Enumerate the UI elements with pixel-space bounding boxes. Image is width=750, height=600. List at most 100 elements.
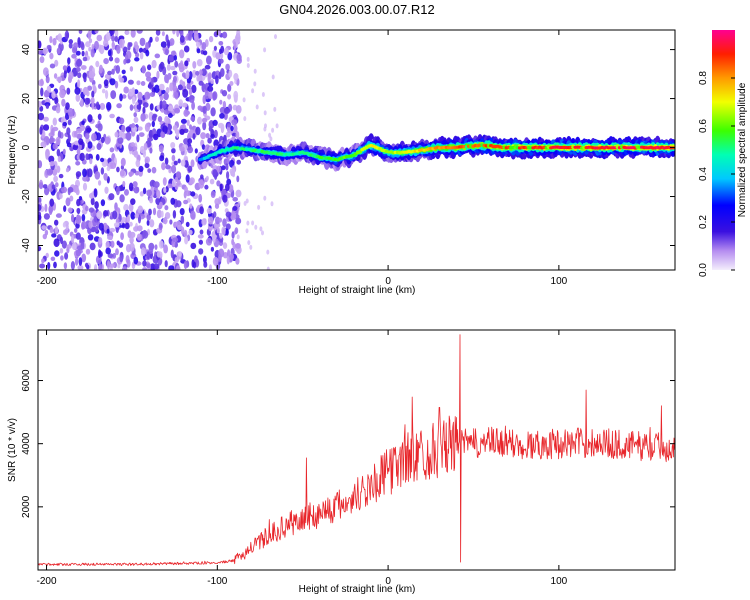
spectrogram-noise-blob — [168, 265, 175, 270]
spectrogram-noise-blob — [111, 68, 115, 75]
spectrogram-noise-blob — [79, 98, 84, 108]
colorbar: 0.0 0.2 0.4 0.6 0.8 Normalized spectral ampl… — [698, 30, 748, 277]
spectrogram-noise-blob — [121, 94, 127, 99]
spectrogram-noise-blob — [167, 105, 174, 112]
spectrogram-noise-blob — [201, 42, 207, 51]
spectrogram-noise-blob — [147, 168, 152, 174]
spectrogram-noise-blob — [166, 76, 169, 84]
spectrogram-noise-blob — [149, 92, 156, 97]
spectrogram-noise-blob — [115, 65, 121, 74]
spectrogram-noise-blob — [108, 193, 115, 201]
spectrogram-x-ticks: -200 -100 0 100 — [37, 30, 568, 287]
spectrogram-noise-blob — [62, 121, 68, 127]
spectrogram-noise-blob — [49, 135, 54, 143]
spectrogram-noise-blob — [67, 207, 73, 213]
spectrogram-noise-blob — [87, 227, 92, 235]
spectrogram-noise-blob — [151, 59, 157, 69]
spectrogram-noise-blob — [194, 148, 198, 154]
spectrogram-noise-blob — [237, 201, 241, 206]
spectrogram-noise-blob — [88, 38, 93, 44]
spectrogram-noise-blob — [164, 157, 169, 165]
spectrogram-noise-blob — [56, 165, 61, 173]
spectrogram-noise-blob — [74, 140, 80, 146]
spectrogram-noise-blob — [146, 219, 150, 226]
spectrogram-noise-blob — [179, 128, 185, 135]
spectrogram-noise-blob — [251, 88, 255, 94]
spectrogram-noise-blob — [136, 80, 141, 86]
spectrogram-noise-blob — [235, 131, 240, 139]
spectrogram-noise-blob — [135, 159, 141, 168]
spectrogram-noise-blob — [210, 107, 216, 117]
spectrogram-noise-blob — [38, 160, 43, 169]
spectrogram-noise-blob — [85, 205, 89, 212]
spectrogram-noise-blob — [81, 213, 86, 222]
spectrogram-noise-blob — [82, 182, 88, 191]
spectrogram-noise-blob — [214, 203, 220, 209]
spectrogram-noise-blob — [229, 168, 236, 175]
spectrogram-noise-blob — [112, 210, 118, 220]
spectrogram-noise-blob — [213, 45, 217, 51]
spectrogram-noise-blob — [133, 186, 140, 194]
spectrogram-noise-blob — [38, 214, 42, 221]
spectrogram-noise-blob — [66, 87, 71, 95]
spectrogram-noise-blob — [187, 146, 194, 154]
spectrogram-noise-blob — [38, 246, 42, 252]
spectrogram-noise-blob — [87, 168, 93, 178]
spectrogram-noise-blob — [156, 189, 161, 199]
spectrogram-noise-blob — [167, 39, 170, 49]
spectrogram-noise-blob — [192, 69, 197, 78]
spectrogram-noise-blob — [56, 47, 61, 54]
spectrogram-noise-blob — [78, 257, 83, 266]
spectrogram-noise-blob — [122, 46, 128, 53]
chart-title: GN04.2026.003.00.07.R12 — [279, 2, 434, 17]
spectrogram-noise-blob — [88, 220, 93, 229]
spectrogram-noise-blob — [119, 169, 125, 177]
spectrogram-noise-blob — [103, 172, 108, 181]
spectrogram-noise-blob — [158, 83, 165, 91]
spectrogram-noise-blob — [234, 34, 241, 44]
spectrogram-noise-blob — [122, 180, 126, 188]
spectrogram-noise-blob — [142, 260, 147, 267]
spectrogram-noise-blob — [39, 56, 45, 64]
spectrogram-noise-blob — [98, 222, 104, 231]
spectrogram-noise-blob — [236, 234, 240, 240]
spectrogram-noise-blob — [38, 197, 42, 204]
spectrogram-noise-blob — [155, 36, 159, 42]
spectrogram-noise-blob — [159, 201, 163, 208]
spectrogram-noise-blob — [227, 94, 232, 100]
spectrogram-noise-blob — [139, 37, 146, 47]
spectrogram-noise-blob — [88, 207, 95, 213]
spectrogram-noise-blob — [157, 116, 163, 123]
spectrogram-noise-blob — [119, 194, 125, 203]
spectrogram-noise-blob — [75, 161, 81, 166]
spectrogram-noise-blob — [247, 240, 251, 246]
spectrogram-noise-blob — [263, 47, 267, 53]
spectrogram-noise-blob — [196, 59, 203, 67]
spectrogram-noise-blob — [57, 33, 62, 42]
spectrogram-noise-blob — [169, 38, 175, 46]
spectrogram-noise-blob — [100, 157, 105, 163]
spectrogram-noise-blob — [255, 104, 259, 110]
spectrogram-noise-blob — [172, 210, 177, 219]
spectrogram-noise-blob — [180, 215, 185, 224]
spectrogram-noise-blob — [185, 70, 190, 79]
spectrogram-noise-blob — [230, 125, 234, 132]
spectrogram-noise-blob — [91, 100, 95, 110]
spectrogram-noise-blob — [115, 186, 120, 196]
spectrogram-noise-blob — [114, 57, 120, 64]
spectrogram-noise-blob — [52, 117, 57, 126]
spectrogram-noise-blob — [165, 48, 169, 56]
spectrogram-noise-blob — [133, 256, 139, 265]
spectrogram-noise-blob — [210, 133, 215, 139]
spectrogram-noise-blob — [183, 45, 190, 53]
spectrogram-noise-blob — [81, 120, 85, 126]
spectrogram-noise-blob — [170, 197, 176, 205]
spectrogram-noise-blob — [185, 174, 190, 183]
spectrogram-noise-blob — [81, 220, 87, 230]
spectrogram-noise-blob — [83, 75, 87, 83]
spectrogram-noise-blob — [100, 136, 105, 144]
colorbar-tick-label: 0.6 — [698, 119, 709, 133]
spectrogram-noise-blob — [113, 222, 120, 228]
spectrogram-noise-blob — [257, 204, 261, 210]
spectrogram-noise-blob — [210, 79, 215, 84]
